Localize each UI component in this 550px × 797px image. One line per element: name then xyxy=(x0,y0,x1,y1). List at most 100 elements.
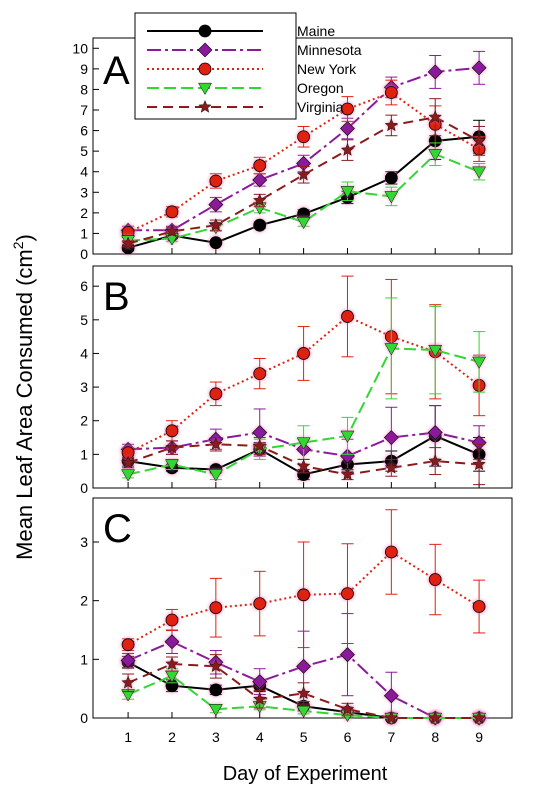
data-point xyxy=(253,367,267,381)
legend: Maine Minnesota New York Oregon Virginia xyxy=(134,12,362,120)
data-point xyxy=(208,704,223,717)
legend-label: Minnesota xyxy=(297,42,362,58)
data-point xyxy=(340,702,355,715)
y-tick-label: 2 xyxy=(80,593,88,609)
panel-b: 0 1 2 3 4 5 6 B xyxy=(80,265,513,496)
data-point xyxy=(208,469,223,482)
data-point xyxy=(209,236,223,250)
y-tick-label: 6 xyxy=(80,278,88,294)
panel-a: 0 1 2 3 4 5 6 7 8 9 10 A xyxy=(72,37,513,262)
y-tick-label: 5 xyxy=(80,312,88,328)
data-point xyxy=(384,545,398,559)
data-point xyxy=(384,710,398,724)
data-point xyxy=(472,710,486,724)
data-point xyxy=(165,459,179,472)
x-tick-labels: 1 2 3 4 5 6 7 8 9 xyxy=(124,729,483,745)
legend-label: Virginia xyxy=(297,99,344,115)
y-tick-label: 3 xyxy=(80,379,88,395)
data-point xyxy=(252,692,267,705)
y-tick-label: 3 xyxy=(80,534,88,550)
data-point xyxy=(427,64,443,80)
y-tick-label: 1 xyxy=(80,651,88,667)
data-point xyxy=(428,454,442,467)
panel-frame xyxy=(92,497,513,719)
data-point xyxy=(121,469,136,482)
data-point xyxy=(341,310,354,323)
panel-label: C xyxy=(103,507,132,551)
data-point xyxy=(121,455,135,469)
y-tick-label: 9 xyxy=(80,61,88,77)
x-tick-label: 9 xyxy=(475,729,483,745)
series-line xyxy=(127,116,480,245)
series-line xyxy=(127,347,480,476)
data-point xyxy=(340,467,355,481)
data-point xyxy=(428,344,443,358)
x-tick-label: 8 xyxy=(431,729,439,745)
data-point xyxy=(296,216,311,230)
legend-entry-minnesota: Minnesota xyxy=(147,42,362,58)
data-point xyxy=(427,425,443,440)
panel-frame xyxy=(92,265,513,489)
x-tick-label: 1 xyxy=(124,729,132,745)
x-tick-label: 7 xyxy=(387,729,395,745)
y-tick-label: 0 xyxy=(80,246,88,262)
data-point xyxy=(209,387,223,401)
data-point xyxy=(383,688,399,704)
y-axis-label-close: ) xyxy=(12,234,37,241)
data-point xyxy=(384,171,398,185)
data-point xyxy=(472,457,486,471)
data-point xyxy=(252,172,268,188)
data-point xyxy=(165,440,179,454)
data-point xyxy=(384,343,399,356)
y-tick-label: 3 xyxy=(80,184,88,200)
data-point xyxy=(253,218,267,232)
data-point xyxy=(340,143,355,156)
x-tick-label: 3 xyxy=(212,729,220,745)
x-tick-label: 6 xyxy=(344,729,352,745)
series-line xyxy=(128,66,480,232)
y-tick-label: 4 xyxy=(80,345,88,361)
y-tick-label: 1 xyxy=(80,225,88,241)
data-point xyxy=(428,710,442,724)
panel-c: 0 1 2 3 C xyxy=(80,497,513,727)
y-axis-label: Mean Leaf Area Consumed (cm2) xyxy=(10,234,37,560)
data-point xyxy=(253,597,267,610)
data-point xyxy=(209,437,223,450)
data-point xyxy=(340,448,355,464)
y-axis-label-superscript: 2 xyxy=(10,241,26,249)
data-point xyxy=(340,186,355,199)
data-point xyxy=(297,130,310,144)
data-point xyxy=(340,430,355,443)
data-point xyxy=(296,705,311,718)
legend-box xyxy=(134,12,297,120)
data-point xyxy=(472,600,486,613)
legend-entry-maine: Maine xyxy=(147,23,335,39)
data-point xyxy=(164,634,180,650)
data-point xyxy=(165,613,179,627)
panel-frame xyxy=(92,37,513,255)
data-point xyxy=(297,347,310,360)
data-point xyxy=(296,437,311,450)
data-point xyxy=(296,167,311,181)
data-point xyxy=(121,638,135,652)
data-point xyxy=(341,102,354,116)
data-point xyxy=(253,159,267,172)
legend-marker xyxy=(198,82,212,96)
data-point xyxy=(209,601,223,615)
data-point xyxy=(472,356,487,369)
y-tick-label: 2 xyxy=(80,205,88,221)
series-new-york xyxy=(120,79,487,240)
data-point xyxy=(384,191,399,204)
legend-entry-virginia: Virginia xyxy=(147,99,344,115)
data-point xyxy=(121,236,135,250)
legend-marker xyxy=(198,24,212,38)
y-tick-label: 2 xyxy=(80,413,88,429)
x-axis-label: Day of Experiment xyxy=(223,763,388,785)
data-point xyxy=(209,683,223,697)
data-point xyxy=(208,197,224,213)
data-point xyxy=(472,166,487,179)
y-tick-label: 10 xyxy=(72,40,88,56)
data-point xyxy=(165,424,179,438)
y-tick-label: 1 xyxy=(80,446,88,462)
